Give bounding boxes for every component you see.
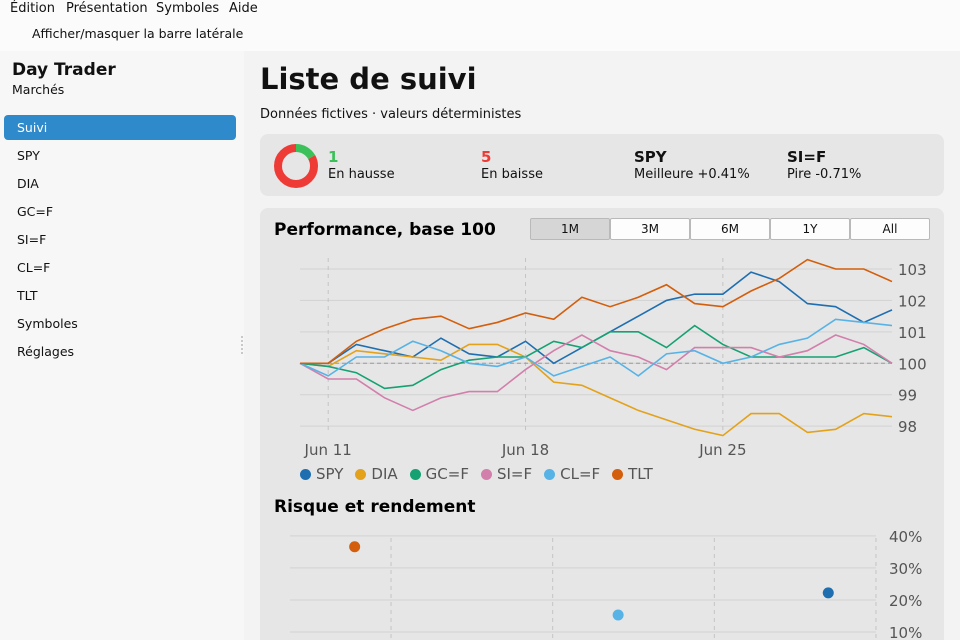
legend: SPY DIA GC=F SI=F CL=F TLT <box>300 465 653 483</box>
series-line <box>299 318 893 377</box>
range-button[interactable]: 3M <box>610 218 690 240</box>
legend-label: GC=F <box>425 465 469 483</box>
legend-label: TLT <box>628 465 653 483</box>
worst-symbol: SI=F <box>787 148 827 166</box>
toolbar: Afficher/masquer la barre latérale <box>0 17 960 51</box>
y-tick-label: 101 <box>898 324 927 342</box>
menu-item[interactable]: Symboles <box>156 1 220 16</box>
best-symbol: SPY <box>634 148 667 166</box>
best-label: Meilleure +0.41% <box>634 167 750 182</box>
legend-swatch <box>544 468 556 480</box>
x-tick-label: Jun 11 <box>304 441 352 459</box>
down-label: En baisse <box>481 167 543 182</box>
sidebar-title: Day Trader <box>12 60 116 80</box>
series-line <box>300 271 893 365</box>
range-button[interactable]: 1M <box>530 218 610 240</box>
legend-item: GC=F <box>409 465 469 483</box>
series-line <box>300 258 893 365</box>
summary-card: 1 En hausse 5 En baisse SPY Meilleure +0… <box>260 134 944 196</box>
series-line <box>299 324 893 390</box>
legend-swatch <box>480 468 492 480</box>
legend-label: SI=F <box>496 465 533 483</box>
legend-swatch <box>612 468 624 480</box>
y-tick-label: 99 <box>898 387 917 405</box>
legend-item: DIA <box>355 465 398 483</box>
up-count: 1 <box>328 148 339 166</box>
legend-label: CL=F <box>560 465 601 483</box>
legend-item: SPY <box>300 465 343 483</box>
sidebar-item[interactable]: Suivi <box>4 115 236 140</box>
chart-title: Performance, base 100 <box>274 220 496 240</box>
sidebar-item[interactable]: SI=F <box>17 232 47 247</box>
x-tick-label: Jun 18 <box>501 441 549 459</box>
y-tick-label: 103 <box>898 261 927 279</box>
y-tick-label: 30% <box>889 560 922 578</box>
y-tick-label: 102 <box>898 292 927 310</box>
page-title: Liste de suivi <box>260 62 477 96</box>
sidebar-item[interactable]: Réglages <box>17 344 75 359</box>
range-button[interactable]: All <box>850 218 930 240</box>
menu-item[interactable]: Présentation <box>66 1 148 16</box>
y-tick-label: 10% <box>889 624 922 640</box>
up-label: En hausse <box>328 167 395 182</box>
sidebar-item[interactable]: CL=F <box>17 260 51 275</box>
y-tick-label: 40% <box>889 528 922 546</box>
x-tick-label: Jun 25 <box>698 441 746 459</box>
point <box>349 541 361 553</box>
point <box>822 587 834 599</box>
chart-title: Risque et rendement <box>274 497 476 517</box>
menu-bar: Édition Présentation Symboles Aide <box>0 0 960 17</box>
page-subtitle: Données fictives · valeurs déterministes <box>260 107 522 122</box>
legend-item: TLT <box>612 465 653 483</box>
legend-swatch <box>355 468 367 480</box>
series-line <box>299 343 893 437</box>
toggle-sidebar[interactable]: Afficher/masquer la barre latérale <box>32 26 244 41</box>
sidebar: Day Trader Marchés Suivi SPY DIA GC=F SI=F CL… <box>0 51 244 640</box>
donut-segment <box>274 144 318 188</box>
range-button[interactable]: 6M <box>690 218 770 240</box>
menu-item[interactable]: Aide <box>229 1 258 16</box>
legend-item: SI=F <box>480 465 533 483</box>
menu-item[interactable]: Édition <box>10 1 55 16</box>
legend-swatch <box>300 468 311 480</box>
legend-label: SPY <box>316 465 344 483</box>
sidebar-item[interactable]: TLT <box>17 288 38 303</box>
splitter[interactable] <box>241 336 243 354</box>
range-button[interactable]: 1Y <box>770 218 850 240</box>
worst-label: Pire -0.71% <box>787 167 862 182</box>
sidebar-item[interactable]: Symboles <box>17 316 78 331</box>
legend-item: CL=F <box>544 465 600 483</box>
sidebar-item[interactable]: SPY <box>17 148 40 163</box>
down-count: 5 <box>481 148 492 166</box>
sidebar-subtitle: Marchés <box>12 82 65 97</box>
y-tick-label: 20% <box>889 592 922 610</box>
legend-label: DIA <box>371 465 398 483</box>
point <box>612 609 624 621</box>
y-tick-label: 100 <box>898 355 927 373</box>
sidebar-item[interactable]: GC=F <box>17 204 54 219</box>
series-line <box>299 334 893 412</box>
y-tick-label: 98 <box>898 418 917 436</box>
sidebar-item[interactable]: DIA <box>17 176 39 191</box>
legend-swatch <box>409 468 421 480</box>
